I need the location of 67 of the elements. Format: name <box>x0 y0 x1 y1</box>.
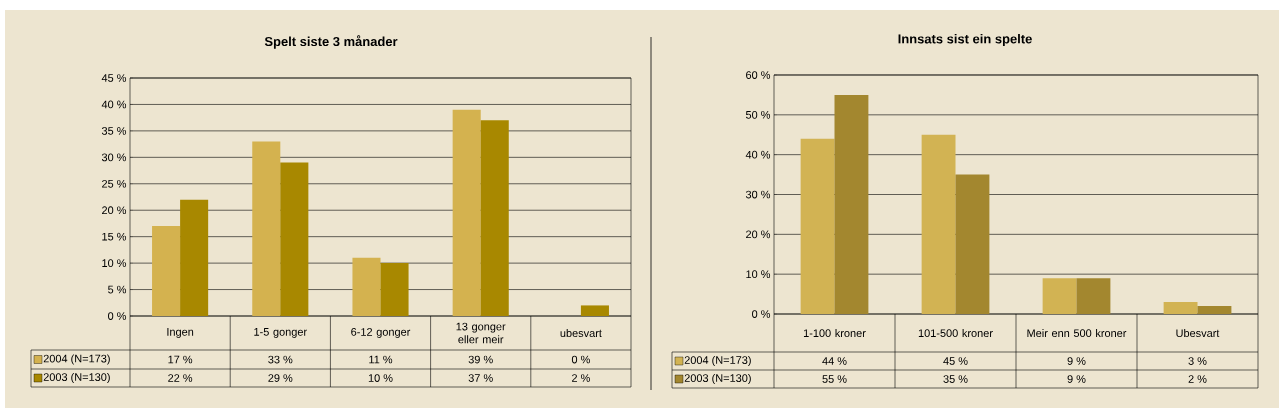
bar <box>1042 278 1077 314</box>
y-tick-label: 50 % <box>745 110 771 119</box>
x-tick-label: 13 gonger eller meir <box>456 322 506 344</box>
bar <box>252 141 281 316</box>
y-tick-label: 10 % <box>746 270 771 279</box>
y-tick-label: 0 % <box>752 310 771 318</box>
bar <box>352 257 381 316</box>
chart-title: Spelt siste 3 månader <box>264 35 398 49</box>
y-tick-label: 20 % <box>746 230 771 239</box>
bar <box>1076 278 1111 314</box>
bar <box>1197 306 1232 314</box>
y-tick-label: 40 % <box>745 150 771 159</box>
x-tick-label: Meir enn 500 kroner <box>1027 328 1127 338</box>
bar <box>921 134 956 314</box>
bar <box>152 226 181 316</box>
x-tick-label: Ubesvart <box>1176 328 1220 338</box>
chart-title: Innsats sist ein spelte <box>898 33 1032 47</box>
data-label: 37 % <box>468 374 493 382</box>
data-label: 9 % <box>1067 375 1086 383</box>
bar <box>1163 302 1198 314</box>
x-tick-label: ubesvart <box>560 328 602 338</box>
y-tick-label: 25 % <box>102 179 127 188</box>
legend-label: 2004 (N=173) <box>684 355 751 367</box>
legend-label: 2004 (N=173) <box>43 354 110 365</box>
data-label: 3 % <box>1188 357 1207 365</box>
data-label: 29 % <box>268 374 293 382</box>
y-tick-label: 35 % <box>101 127 127 135</box>
y-tick-label: 20 % <box>102 206 127 215</box>
bar <box>280 162 309 316</box>
y-tick-label: 10 % <box>102 259 127 267</box>
data-label: 2 % <box>572 374 590 382</box>
bar <box>955 174 990 314</box>
x-tick-label: 101-500 kroner <box>918 328 993 338</box>
y-tick-label: 5 % <box>108 285 127 294</box>
data-label: 39 % <box>468 355 493 364</box>
x-tick-label: 1-5 gonger <box>254 328 307 338</box>
legend-label: 2003 (N=130) <box>684 373 751 385</box>
y-tick-label: 30 % <box>745 190 771 199</box>
y-tick-label: 60 % <box>746 71 771 79</box>
data-label: 22 % <box>168 374 193 382</box>
legend-label: 2003 (N=130) <box>43 372 110 384</box>
bar <box>834 94 869 314</box>
data-label: 45 % <box>943 357 968 365</box>
data-label: 35 % <box>943 375 968 383</box>
data-label: 11 % <box>369 355 393 364</box>
x-tick-label: 1-100 kroner <box>803 328 866 338</box>
bar <box>180 199 209 316</box>
bar <box>380 263 409 316</box>
y-tick-label: 0 % <box>108 312 127 320</box>
data-label: 33 % <box>268 355 293 364</box>
bar <box>800 138 835 314</box>
x-tick-label: 6-12 gonger <box>351 328 411 338</box>
data-label: 55 % <box>822 375 847 383</box>
y-tick-label: 15 % <box>102 232 127 241</box>
data-label: 2 % <box>1188 375 1207 383</box>
y-tick-label: 45 % <box>101 74 127 82</box>
data-label: 0 % <box>571 355 590 364</box>
x-tick-label: Ingen <box>167 328 194 338</box>
bar <box>580 305 609 316</box>
data-label: 9 % <box>1067 357 1086 365</box>
bar <box>452 109 481 316</box>
y-tick-label: 30 % <box>101 153 127 162</box>
data-label: 10 % <box>368 374 393 382</box>
data-label: 17 % <box>168 355 193 364</box>
data-label: 44 % <box>822 357 847 365</box>
y-tick-label: 40 % <box>101 100 127 109</box>
bar <box>480 120 509 316</box>
